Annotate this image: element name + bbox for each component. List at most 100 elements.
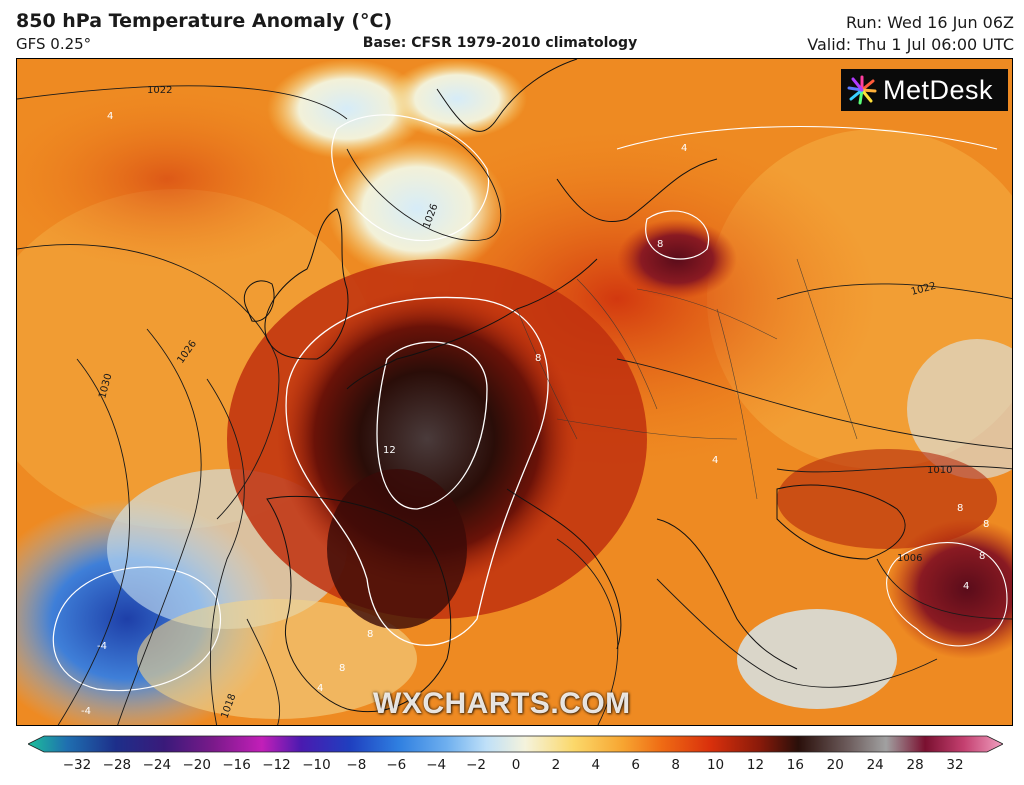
- colorbar-tick-label: −32: [62, 757, 92, 773]
- isobar-1022-north: [17, 85, 348, 120]
- ireland-coast: [243, 280, 275, 322]
- anomaly-label: 4: [107, 111, 113, 122]
- north-sea-pale-area: [327, 139, 507, 279]
- colorbar-tick-label: 12: [746, 757, 765, 773]
- colorbar-tick-label: −8: [346, 757, 367, 773]
- colorbar-tick-label: 0: [511, 757, 521, 773]
- colorbar: [28, 735, 1003, 753]
- isobar-med: [556, 538, 619, 725]
- isobar-med-2: [656, 578, 938, 688]
- turkey-hot-area: [887, 519, 1012, 659]
- metdesk-star-icon: [847, 75, 877, 105]
- baltic-coast: [556, 158, 718, 223]
- border-6: [796, 258, 858, 440]
- valid-time-label: Valid: Thu 1 Jul 06:00 UTC: [807, 35, 1014, 54]
- isobar-1018: [246, 618, 281, 725]
- coastlines: [243, 59, 906, 713]
- anomaly-label: 8: [657, 239, 663, 250]
- metdesk-logo-text: MetDesk: [883, 74, 994, 105]
- colorbar-tick-label: −20: [182, 757, 211, 773]
- metdesk-logo: MetDesk: [841, 69, 1008, 111]
- anomaly-label: 4: [712, 455, 718, 466]
- colorbar-tick-label: 2: [551, 757, 561, 773]
- east-pale-area: [907, 339, 1012, 479]
- isobar-1022-west: [206, 378, 245, 725]
- colorbar-tick-label: 32: [946, 757, 964, 773]
- colorbar-tick-label: −4: [426, 757, 447, 773]
- anomaly-contour-8: [285, 296, 549, 646]
- black-sea-coast: [776, 484, 906, 560]
- model-label: GFS 0.25°: [16, 35, 92, 53]
- colorbar-tick-label: −6: [386, 757, 407, 773]
- isobar-1030: [57, 358, 130, 725]
- anomaly-contour-turkey: [886, 542, 1008, 647]
- anomaly-label: 8: [979, 551, 985, 562]
- anomaly-map: 1022 1026 1026 1030 1022 1018 1010 1006 …: [16, 58, 1013, 726]
- isobar-1026-b: [117, 328, 202, 725]
- anomaly-label: 8: [367, 629, 373, 640]
- isobar-1022-east: [776, 283, 1012, 300]
- isobar-1026-north-sea: [346, 128, 502, 241]
- colorbar-tick-label: 24: [866, 757, 884, 773]
- colorbar-tick-label: −24: [142, 757, 172, 773]
- colorbar-tick-label: −16: [222, 757, 251, 773]
- isobar-label: 1010: [927, 465, 952, 476]
- border-1: [516, 308, 578, 440]
- isobar-label: 1006: [897, 553, 922, 564]
- anomaly-contour-poland: [645, 210, 710, 260]
- heat-core-spain: [327, 469, 467, 629]
- chart-title: 850 hPa Temperature Anomaly (°C): [16, 10, 393, 32]
- anomaly-label: -4: [97, 641, 107, 652]
- anomaly-label: 4: [963, 581, 969, 592]
- border-5: [716, 308, 758, 500]
- anomaly-label: 8: [339, 663, 345, 674]
- map-canvas: 1022 1026 1026 1030 1022 1018 1010 1006 …: [17, 59, 1012, 725]
- border-2: [576, 278, 658, 410]
- colorbar-tick-label: 4: [591, 757, 601, 773]
- anomaly-contour-north-sea: [331, 114, 490, 242]
- anomaly-label: 8: [957, 503, 963, 514]
- anomaly-label: -4: [81, 706, 91, 717]
- colorbar-tick-label: −10: [302, 757, 331, 773]
- isobar-label: 1022: [147, 85, 172, 96]
- isobar-1006: [876, 558, 1012, 620]
- scandinavia-coast: [436, 59, 578, 132]
- italy-coast: [506, 488, 622, 650]
- black-sea-hot-area: [777, 449, 997, 549]
- anomaly-contour-north: [616, 125, 998, 150]
- colorbar-bar: [28, 735, 1003, 753]
- colorbar-tick-label: 6: [631, 757, 641, 773]
- norway-pale-area: [267, 59, 427, 159]
- colorbar-tick-label: −2: [466, 757, 487, 773]
- anomaly-label: 4: [681, 143, 687, 154]
- colorbar-tick-label: 16: [786, 757, 804, 773]
- north-coast: [346, 258, 598, 390]
- colorbar-ticks: −32 −28 −24 −20 −16 −12 −10 −8 −6 −4 −2 0 2 4 6 8 10 12 16…: [0, 754, 1024, 778]
- iberia-coast: [266, 495, 452, 713]
- iberian-pale-area: [137, 599, 417, 719]
- aegean-pale-area: [737, 609, 897, 709]
- north-atlantic-warm-area: [17, 89, 337, 269]
- border-3: [636, 288, 778, 340]
- colorbar-tick-label: 28: [906, 757, 924, 773]
- scandinavia-pale-area: [387, 59, 527, 139]
- wxcharts-watermark: WXCHARTS.COM: [373, 687, 631, 720]
- colorbar-tick-label: 10: [706, 757, 725, 773]
- anomaly-label: 4: [317, 683, 323, 694]
- anomaly-contour-12: [376, 341, 488, 510]
- colorbar-tick-label: −12: [262, 757, 291, 773]
- isobar-east-2: [616, 358, 1012, 450]
- anomaly-label: 8: [983, 519, 989, 530]
- great-britain-coast: [264, 208, 349, 360]
- colorbar-tick-label: 8: [671, 757, 680, 773]
- balkan-coast: [656, 518, 798, 670]
- colorbar-tick-label: 20: [826, 757, 844, 773]
- run-label: Run: Wed 16 Jun 06Z: [846, 13, 1014, 32]
- anomaly-label: 12: [383, 445, 396, 456]
- border-4: [556, 418, 738, 440]
- isobar-1010: [776, 465, 1012, 473]
- colorbar-tick-label: −28: [102, 757, 132, 773]
- anomaly-label: 8: [535, 353, 541, 364]
- base-climatology-label: Base: CFSR 1979-2010 climatology: [362, 35, 638, 51]
- country-borders: [516, 258, 858, 500]
